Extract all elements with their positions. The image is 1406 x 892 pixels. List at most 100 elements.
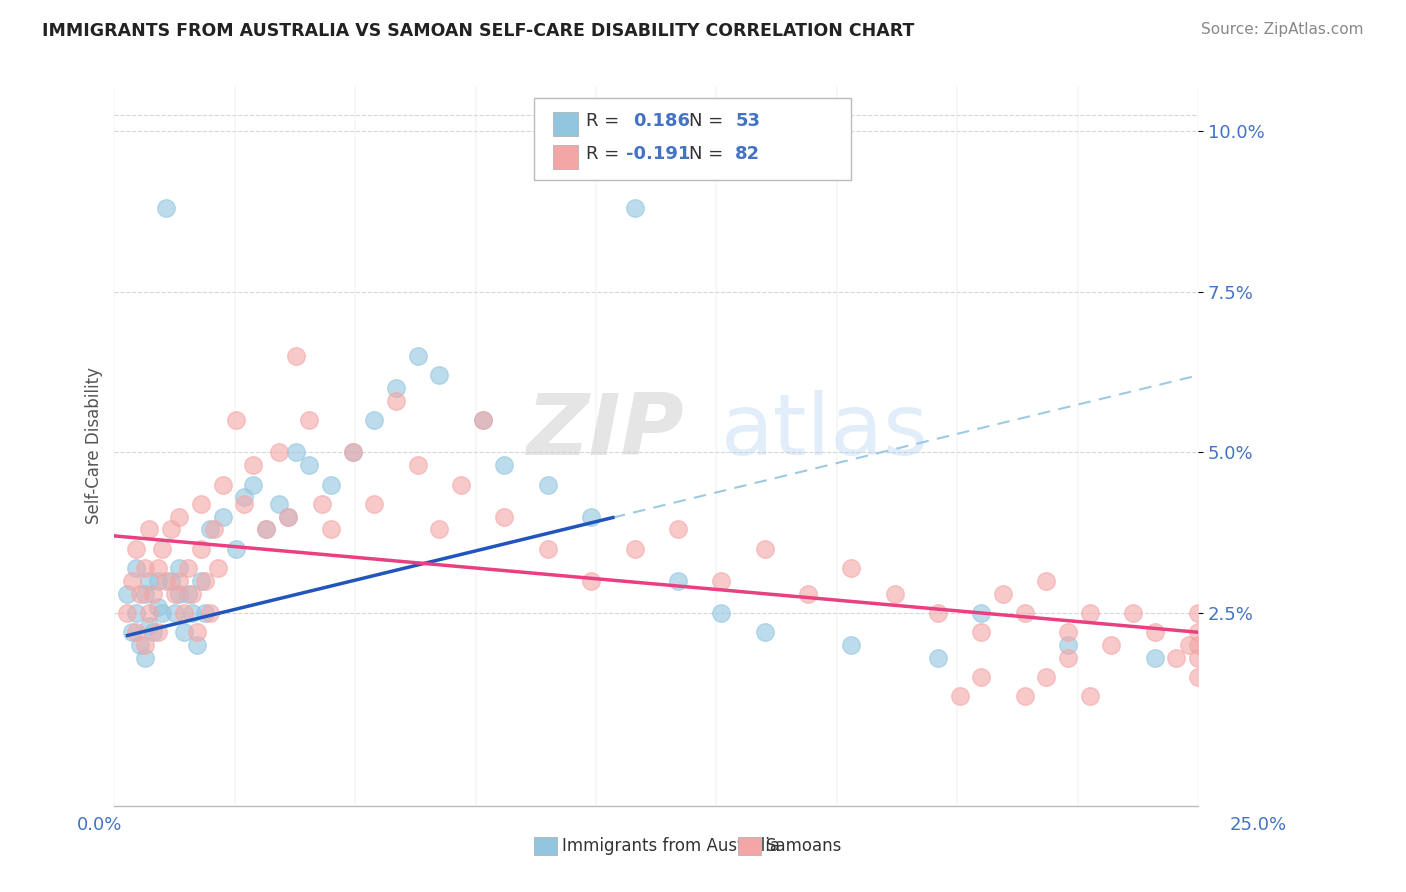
Point — [242, 477, 264, 491]
Point — [142, 625, 165, 640]
Text: N =: N = — [689, 112, 723, 129]
Point — [194, 606, 217, 620]
Point — [1187, 670, 1209, 684]
Point — [471, 413, 494, 427]
Point — [623, 541, 645, 556]
Point — [754, 541, 776, 556]
Text: 0.186: 0.186 — [633, 112, 690, 129]
Point — [129, 638, 152, 652]
Point — [970, 625, 993, 640]
Point — [146, 574, 169, 588]
Point — [177, 561, 200, 575]
Point — [1166, 651, 1188, 665]
Point — [202, 523, 225, 537]
Point — [285, 445, 308, 459]
Point — [173, 625, 195, 640]
Point — [169, 574, 191, 588]
Point — [1057, 638, 1080, 652]
Point — [927, 651, 949, 665]
Point — [190, 541, 212, 556]
Point — [190, 497, 212, 511]
Text: 53: 53 — [735, 112, 761, 129]
Point — [134, 638, 156, 652]
Text: ZIP: ZIP — [526, 390, 683, 473]
Point — [155, 202, 177, 216]
Point — [150, 541, 173, 556]
Point — [710, 574, 733, 588]
Point — [159, 574, 181, 588]
Point — [186, 638, 208, 652]
Point — [579, 509, 602, 524]
Point — [146, 625, 169, 640]
Point — [211, 477, 233, 491]
Point — [181, 606, 204, 620]
Point — [1057, 651, 1080, 665]
Point — [1035, 670, 1057, 684]
Point — [321, 477, 343, 491]
Point — [155, 574, 177, 588]
Point — [406, 458, 429, 473]
Point — [754, 625, 776, 640]
Point — [269, 497, 291, 511]
Point — [285, 349, 308, 363]
Point — [125, 561, 148, 575]
Point — [471, 413, 494, 427]
Point — [363, 497, 385, 511]
Point — [839, 561, 862, 575]
Point — [138, 574, 160, 588]
Point — [254, 523, 277, 537]
Point — [363, 413, 385, 427]
Point — [579, 574, 602, 588]
Text: R =: R = — [586, 112, 620, 129]
Point — [177, 587, 200, 601]
Point — [385, 394, 408, 409]
Point — [666, 523, 689, 537]
Point — [949, 690, 972, 704]
Point — [169, 587, 191, 601]
Point — [537, 541, 560, 556]
Point — [125, 541, 148, 556]
Point — [190, 574, 212, 588]
Point — [198, 523, 221, 537]
Point — [121, 625, 143, 640]
Point — [117, 606, 139, 620]
Point — [1078, 690, 1101, 704]
Point — [142, 587, 165, 601]
Point — [269, 445, 291, 459]
Point — [406, 349, 429, 363]
Point — [277, 509, 299, 524]
Point — [121, 574, 143, 588]
Point — [169, 561, 191, 575]
Point — [1122, 606, 1144, 620]
Point — [311, 497, 333, 511]
Point — [211, 509, 233, 524]
Point — [342, 445, 364, 459]
Point — [710, 606, 733, 620]
Point — [991, 587, 1014, 601]
Point — [159, 523, 181, 537]
Point — [173, 606, 195, 620]
Point — [970, 606, 993, 620]
Point — [342, 445, 364, 459]
Point — [1187, 606, 1209, 620]
Point — [146, 599, 169, 614]
Point — [138, 606, 160, 620]
Point — [494, 458, 516, 473]
Text: Samoans: Samoans — [766, 837, 842, 855]
Point — [169, 509, 191, 524]
Point — [1014, 690, 1036, 704]
Point — [134, 561, 156, 575]
Text: 25.0%: 25.0% — [1229, 816, 1286, 834]
Point — [429, 523, 451, 537]
Point — [225, 541, 247, 556]
Text: atlas: atlas — [721, 390, 929, 473]
Point — [138, 523, 160, 537]
Text: 0.0%: 0.0% — [77, 816, 122, 834]
Point — [298, 413, 321, 427]
Point — [134, 651, 156, 665]
Point — [146, 561, 169, 575]
Text: IMMIGRANTS FROM AUSTRALIA VS SAMOAN SELF-CARE DISABILITY CORRELATION CHART: IMMIGRANTS FROM AUSTRALIA VS SAMOAN SELF… — [42, 22, 914, 40]
Point — [165, 606, 187, 620]
Text: N =: N = — [689, 145, 723, 163]
Point — [1078, 606, 1101, 620]
